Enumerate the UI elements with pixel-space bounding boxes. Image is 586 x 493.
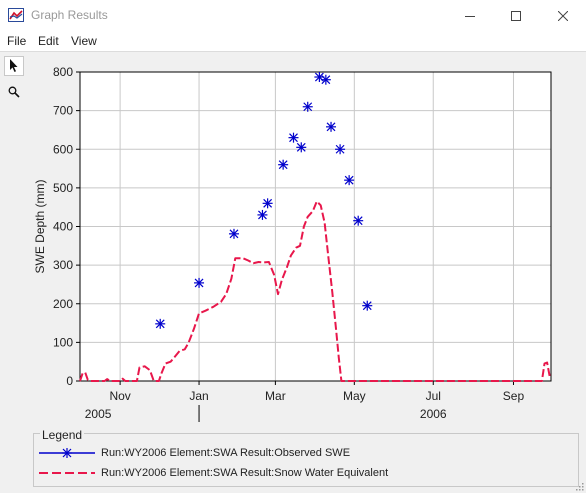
maximize-icon <box>511 10 521 21</box>
minimize-button[interactable] <box>447 0 493 31</box>
menu-bar: File Edit View <box>0 31 586 52</box>
legend-label-simulated: Run:WY2006 Element:SWA Result:Snow Water… <box>101 467 389 479</box>
y-tick-label: 0 <box>66 374 73 388</box>
y-tick-label: 400 <box>53 220 73 234</box>
x-tick-label: Sep <box>503 389 525 403</box>
observed-swe-point <box>278 159 289 170</box>
y-tick-label: 800 <box>53 65 73 79</box>
legend-item-simulated: Run:WY2006 Element:SWA Result:Snow Water… <box>37 465 388 481</box>
menu-edit[interactable]: Edit <box>38 34 59 48</box>
graph-toolbar <box>0 52 26 430</box>
app-graph-icon <box>8 8 24 22</box>
x-tick-label: May <box>343 389 366 403</box>
observed-swe-point <box>344 175 355 186</box>
observed-swe-point <box>362 300 373 311</box>
legend-swatch-observed <box>39 448 95 458</box>
pointer-tool[interactable] <box>4 56 24 76</box>
swe-chart[interactable]: 0 100 200 300 400 500 600 700 800 Nov Jan Mar May Jul… <box>0 52 586 430</box>
legend-box <box>33 433 579 487</box>
observed-swe-point <box>228 228 239 239</box>
y-tick-label: 200 <box>53 297 73 311</box>
y-tick-label: 100 <box>53 335 73 349</box>
x-tick-label: Mar <box>265 389 286 403</box>
menu-view[interactable]: View <box>71 34 97 48</box>
close-button[interactable] <box>540 0 586 31</box>
legend-item-observed: Run:WY2006 Element:SWA Result:Observed S… <box>37 445 350 461</box>
legend-swatch-simulated <box>39 472 95 474</box>
arrow-pointer-icon <box>10 59 18 72</box>
observed-swe-point <box>288 132 299 143</box>
x-tick-label: Jul <box>426 389 441 403</box>
title-bar: Graph Results <box>0 0 586 31</box>
zoom-tool[interactable] <box>4 82 24 102</box>
minimize-icon <box>465 15 475 17</box>
series <box>79 72 551 382</box>
y-tick-label: 500 <box>53 181 73 195</box>
swe-simulated-line <box>79 200 551 382</box>
axes: 0 100 200 300 400 500 600 700 800 Nov Jan Mar May Jul… <box>53 65 525 422</box>
y-axis-label: SWE Depth (mm) <box>33 179 47 273</box>
window-title: Graph Results <box>31 8 108 22</box>
observed-swe-point <box>353 215 364 226</box>
year-label: 2006 <box>420 407 447 421</box>
x-tick-label: Nov <box>109 389 130 403</box>
year-label: 2005 <box>85 407 112 421</box>
observed-swe-point <box>257 209 268 220</box>
observed-swe-point <box>302 101 313 112</box>
y-tick-label: 300 <box>53 258 73 272</box>
resize-grip-icon[interactable] <box>574 481 584 491</box>
observed-swe-point <box>326 121 337 132</box>
menu-file[interactable]: File <box>7 34 27 48</box>
magnifier-icon <box>8 86 20 98</box>
observed-swe-point <box>194 277 205 288</box>
observed-swe-point <box>155 318 166 329</box>
grid <box>80 71 551 382</box>
close-icon <box>558 10 568 21</box>
observed-swe-point <box>296 142 307 153</box>
observed-swe-point <box>335 144 346 155</box>
observed-swe-point <box>262 198 273 209</box>
legend-label-observed: Run:WY2006 Element:SWA Result:Observed S… <box>101 447 351 459</box>
maximize-button[interactable] <box>493 0 539 31</box>
y-tick-label: 600 <box>53 142 73 156</box>
observed-swe-point <box>320 74 331 85</box>
x-tick-label: Jan <box>189 389 208 403</box>
y-tick-label: 700 <box>53 104 73 118</box>
legend-title: Legend <box>40 428 85 442</box>
